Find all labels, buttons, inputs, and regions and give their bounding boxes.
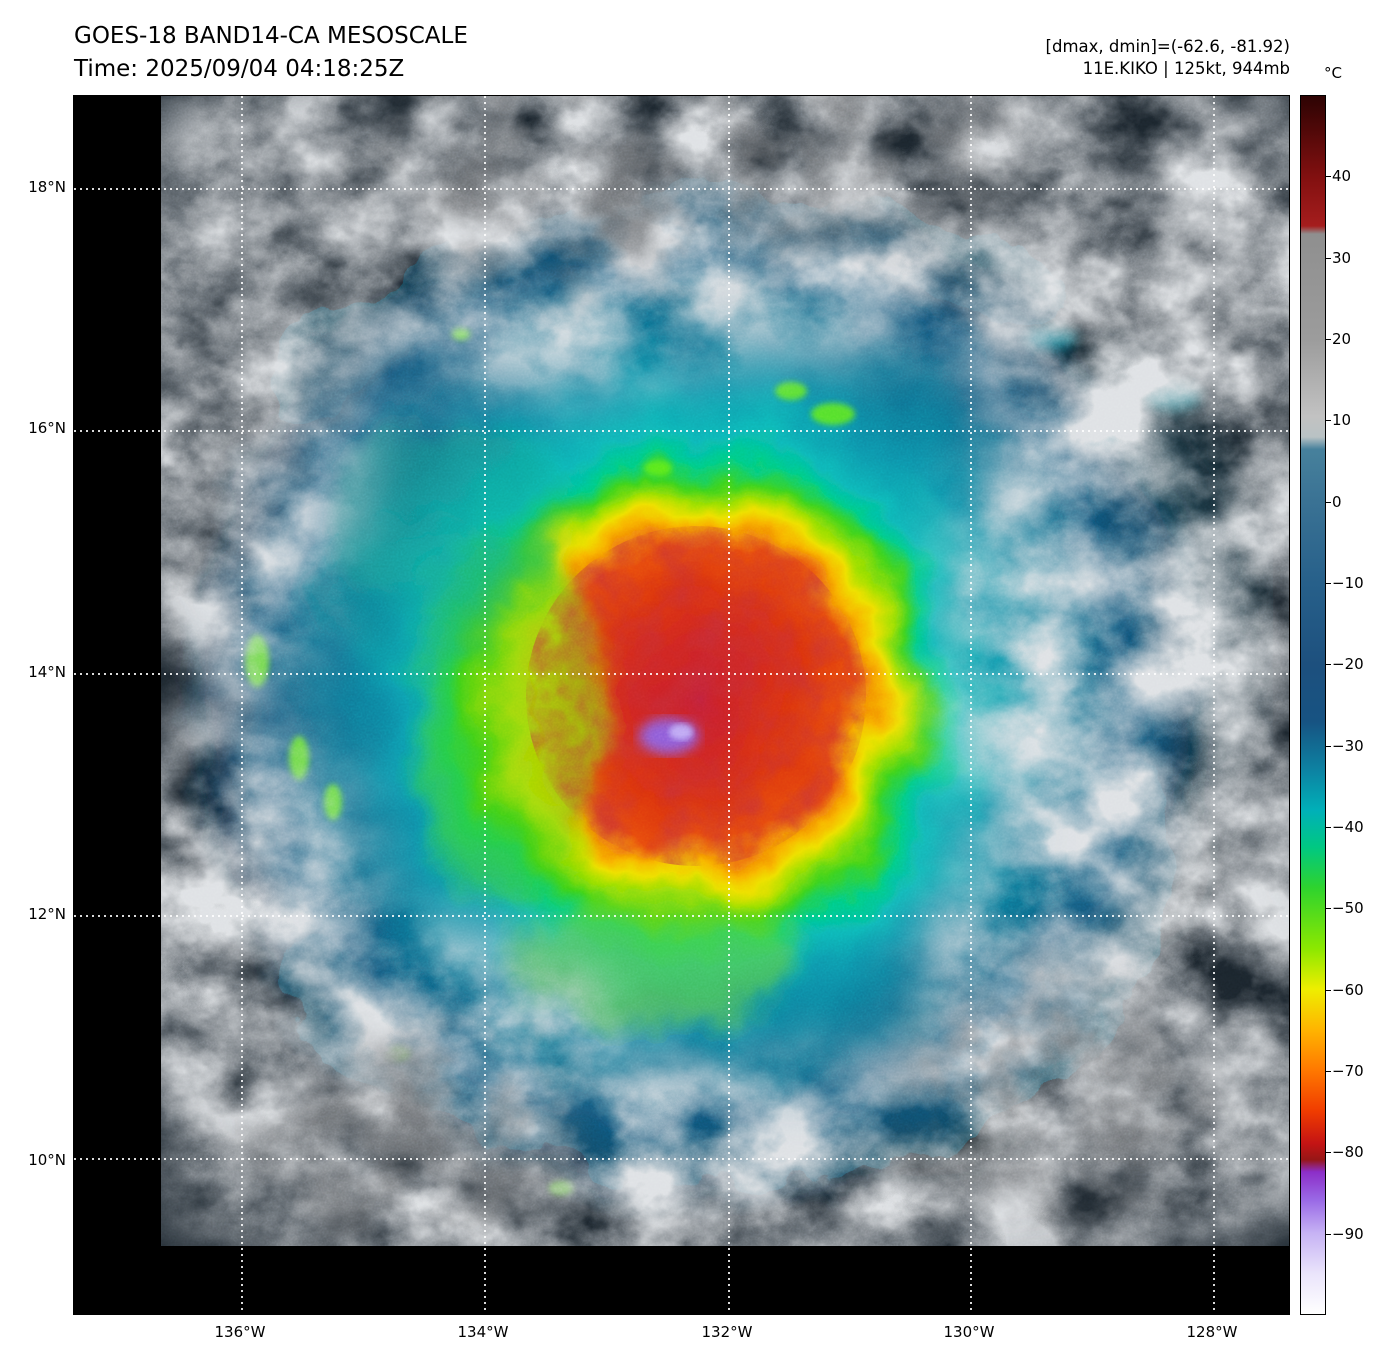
- image-grain: [161, 96, 1289, 1246]
- colorbar-tick: −40: [1325, 817, 1384, 837]
- colorbar-unit-label: °C: [1324, 64, 1342, 82]
- gridline-lon-130w: [970, 96, 972, 1314]
- gridline-lon-132w: [728, 96, 730, 1314]
- gridline-lat-16n: [74, 430, 1289, 432]
- colorbar-tick: −50: [1325, 898, 1384, 918]
- colorbar-tick: −70: [1325, 1061, 1384, 1081]
- storm-id-intensity: 11E.KIKO | 125kt, 944mb: [1082, 59, 1290, 79]
- dmax-dmin-readout: [dmax, dmin]=(-62.6, -81.92): [1045, 37, 1290, 56]
- colorbar-tick: −20: [1325, 654, 1384, 674]
- lat-label-14n: 14°N: [28, 663, 66, 681]
- lon-label-134w: 134°W: [457, 1323, 509, 1341]
- colorbar-tick: 30: [1325, 248, 1384, 268]
- colorbar-tick: −60: [1325, 980, 1384, 1000]
- lon-label-128w: 128°W: [1186, 1323, 1238, 1341]
- colorbar-tick: 20: [1325, 329, 1384, 349]
- storm-info-block: [dmax, dmin]=(-62.6, -81.92) 11E.KIKO | …: [1046, 36, 1290, 81]
- colorbar-tick: −80: [1325, 1142, 1384, 1162]
- colorbar-tick: −10: [1325, 573, 1384, 593]
- lat-label-12n: 12°N: [28, 905, 66, 923]
- colorbar-tick: −30: [1325, 736, 1384, 756]
- gridline-lat-18n: [74, 188, 1289, 190]
- page-title: GOES-18 BAND14-CA MESOSCALE: [74, 23, 468, 49]
- colorbar-tick: 0: [1325, 492, 1384, 512]
- gridline-lat-10n: [74, 1158, 1289, 1160]
- lon-label-132w: 132°W: [701, 1323, 753, 1341]
- colorbar-tick: 10: [1325, 410, 1384, 430]
- figure-title-block: GOES-18 BAND14-CA MESOSCALE Time: 2025/0…: [74, 20, 468, 87]
- gridline-lon-128w: [1213, 96, 1215, 1314]
- map-plot-area: Copyright © 2020-2025 Dapiya: [73, 95, 1290, 1315]
- gridline-lat-14n: [74, 673, 1289, 675]
- colorbar-gradient: [1300, 95, 1326, 1315]
- gridline-lon-134w: [484, 96, 486, 1314]
- lat-label-18n: 18°N: [28, 178, 66, 196]
- lat-label-16n: 16°N: [28, 419, 66, 437]
- lon-label-130w: 130°W: [943, 1323, 995, 1341]
- satellite-imagery: [161, 96, 1289, 1246]
- lat-label-10n: 10°N: [28, 1151, 66, 1169]
- gridline-lon-136w: [241, 96, 243, 1314]
- gridline-lat-12n: [74, 915, 1289, 917]
- colorbar-tick: 40: [1325, 166, 1384, 186]
- colorbar-tick: −90: [1325, 1224, 1384, 1244]
- lon-label-136w: 136°W: [214, 1323, 266, 1341]
- timestamp: Time: 2025/09/04 04:18:25Z: [74, 56, 405, 83]
